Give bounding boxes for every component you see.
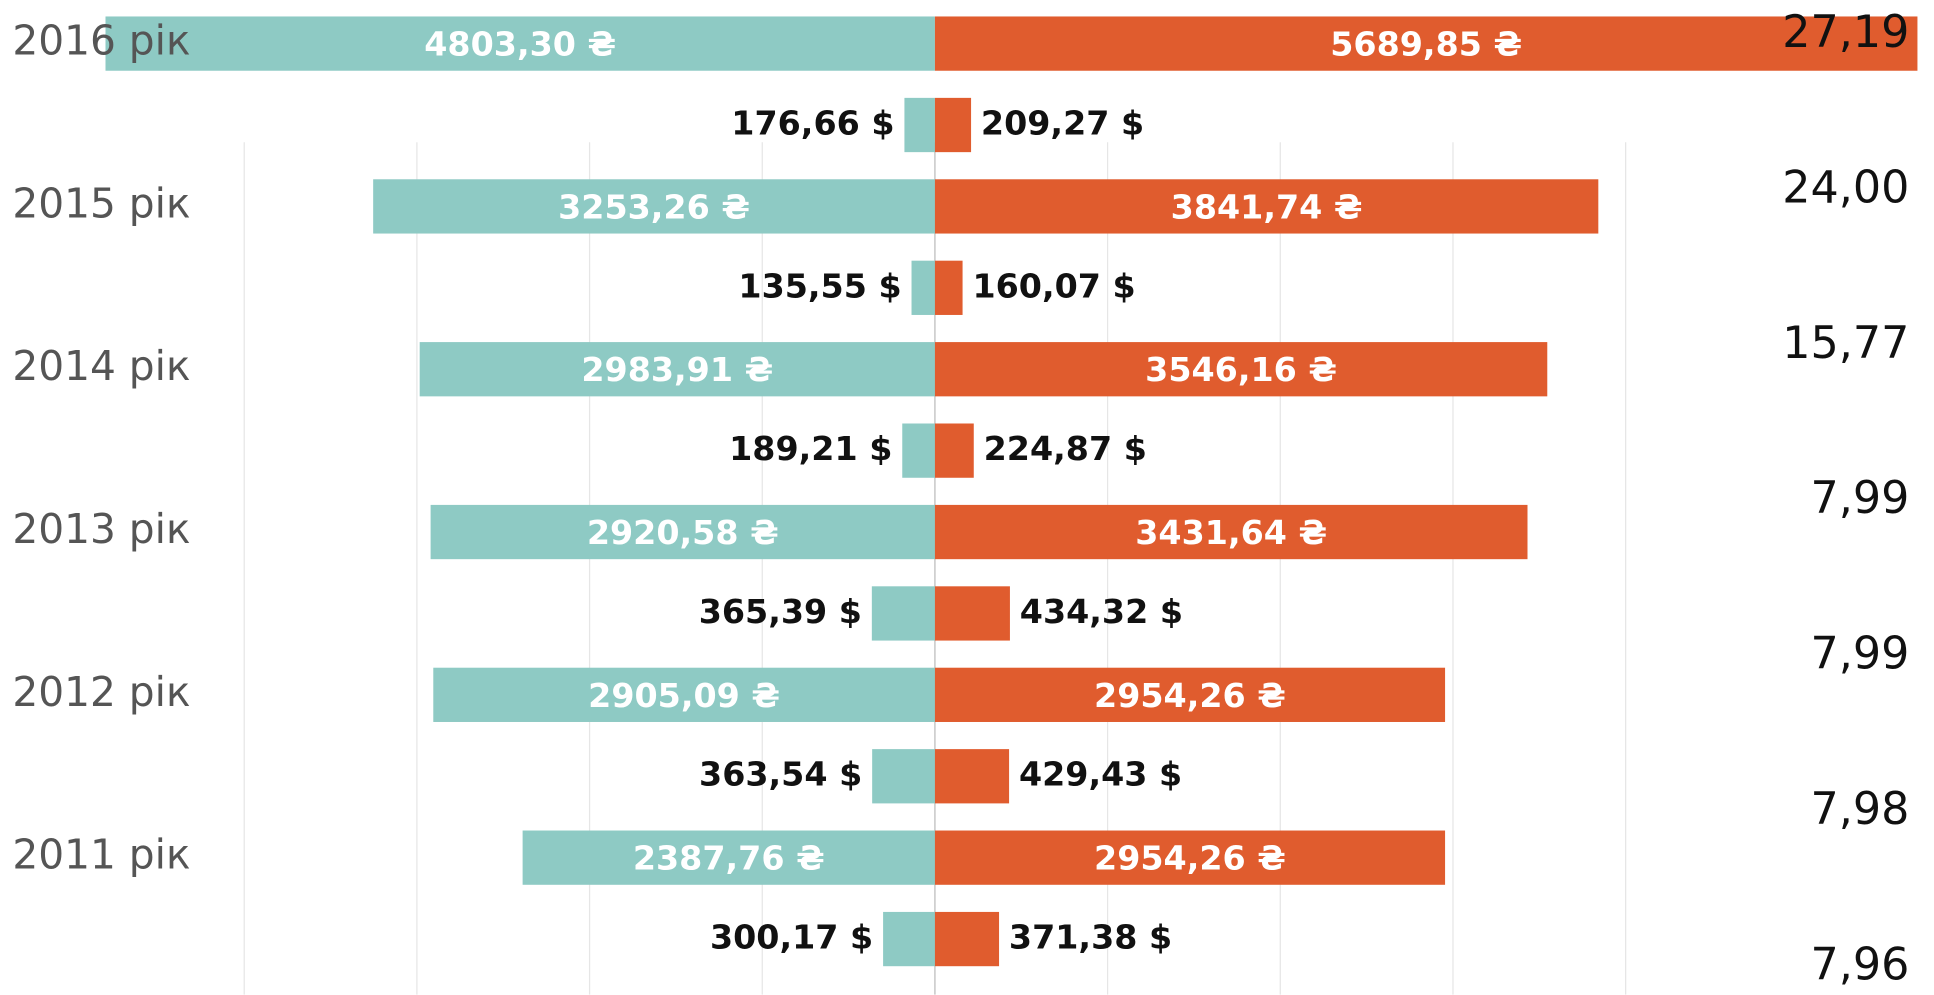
bar	[934, 97, 972, 153]
value-label: 3546,16 ₴	[1145, 350, 1337, 389]
bar	[871, 586, 935, 641]
category-label: 2015 рік	[12, 179, 190, 227]
bar	[934, 504, 1528, 560]
category-label: 2013 рік	[12, 505, 190, 553]
annotation: 7,98	[1810, 784, 1909, 835]
bar	[419, 342, 935, 397]
annotation: 24,00	[1782, 162, 1909, 213]
value-label: 2954,26 ₴	[1094, 676, 1286, 715]
value-label: 3841,74 ₴	[1171, 187, 1363, 226]
value-label: 209,27 $	[981, 104, 1144, 143]
value-label: 160,07 $	[972, 266, 1135, 305]
category-label: 2012 рік	[12, 668, 190, 716]
bar	[902, 423, 935, 478]
category-label: 2014 рік	[12, 342, 190, 390]
value-label: 3431,64 ₴	[1135, 513, 1327, 552]
annotation: 27,19	[1782, 7, 1909, 58]
value-label: 189,21 $	[729, 429, 892, 468]
value-label: 2920,58 ₴	[587, 513, 779, 552]
bar	[934, 911, 1000, 967]
value-label: 363,54 $	[699, 755, 862, 794]
annotation: 7,96	[1810, 939, 1909, 990]
bar	[934, 179, 1599, 234]
value-label: 5689,85 ₴	[1330, 25, 1522, 64]
value-label: 135,55 $	[738, 266, 901, 305]
value-label: 2983,91 ₴	[581, 350, 773, 389]
bar	[872, 749, 935, 804]
value-label: 2905,09 ₴	[588, 676, 780, 715]
bar	[373, 179, 935, 234]
annotation: 7,99	[1810, 629, 1909, 680]
bar	[934, 342, 1548, 397]
bar	[911, 260, 935, 315]
value-label: 3253,26 ₴	[558, 187, 750, 226]
value-label: 371,38 $	[1009, 918, 1172, 957]
value-label: 224,87 $	[984, 429, 1147, 468]
annotation: 7,99	[1810, 473, 1909, 524]
bar	[934, 586, 1010, 641]
value-label: 4803,30 ₴	[424, 25, 616, 64]
value-label: 365,39 $	[699, 592, 862, 631]
bar	[934, 667, 1446, 722]
value-label: 2387,76 ₴	[633, 839, 825, 878]
bar	[433, 667, 935, 722]
category-label: 2016 рік	[12, 17, 190, 65]
annotation: 15,77	[1782, 318, 1909, 369]
bar	[934, 749, 1010, 804]
bar	[904, 97, 935, 153]
value-label: 434,32 $	[1020, 592, 1183, 631]
bar	[934, 260, 963, 315]
value-label: 2954,26 ₴	[1094, 839, 1286, 878]
value-label: 176,66 $	[731, 104, 894, 143]
bar	[430, 504, 935, 560]
bar	[883, 911, 935, 967]
bar	[934, 830, 1446, 885]
bar	[934, 423, 974, 478]
bar	[934, 16, 1918, 71]
bar	[105, 16, 935, 71]
bar	[522, 830, 935, 885]
category-label: 2011 рік	[12, 831, 190, 879]
value-label: 429,43 $	[1019, 755, 1182, 794]
value-label: 300,17 $	[710, 918, 873, 957]
